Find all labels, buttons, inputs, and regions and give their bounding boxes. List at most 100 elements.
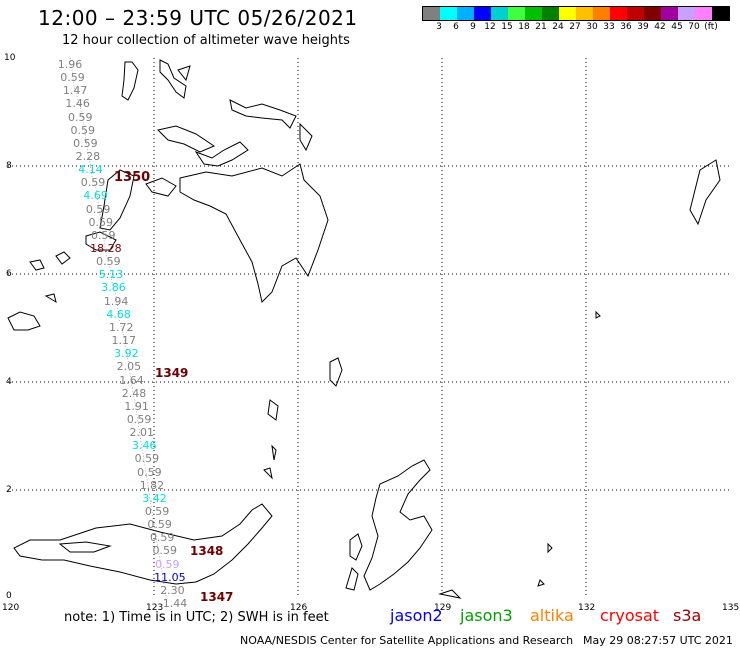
- legend-tick-label: 3: [436, 22, 442, 32]
- lon-label-123: 123: [146, 603, 164, 613]
- swh-value: 0.59: [96, 255, 121, 269]
- swh-value: 0.59: [134, 452, 160, 466]
- legend-swatch: [457, 7, 474, 20]
- swh-value: 4.14: [78, 163, 103, 177]
- lat-label-2: 2: [6, 485, 12, 495]
- legend-swatch: [423, 7, 440, 20]
- legend-tick-label: 21: [535, 22, 547, 32]
- lon-label-126: 126: [290, 603, 308, 613]
- swh-value: 1.82: [139, 478, 165, 492]
- swh-value: 2.05: [116, 360, 142, 374]
- legend-swatch: [678, 7, 695, 20]
- timestamp-text: May 29 08:27:57 UTC 2021: [583, 634, 733, 647]
- swh-value: 0.59: [155, 557, 180, 571]
- swh-value: 0.59: [73, 136, 98, 150]
- lon-label-135: 135: [722, 603, 740, 613]
- lat-label-4: 4: [6, 377, 12, 387]
- lon-label-132: 132: [578, 603, 596, 613]
- swh-value: 0.59: [85, 202, 111, 216]
- swh-value: 3.42: [142, 491, 167, 505]
- legend-s3a: s3a: [673, 606, 702, 625]
- swh-value: 0.59: [144, 504, 170, 518]
- legend-swatch: [695, 7, 712, 20]
- swh-value: 2.30: [160, 583, 185, 597]
- legend-swatch: [542, 7, 559, 20]
- legend-tick-label: 36: [620, 22, 632, 32]
- legend-tick-label: 24: [552, 22, 564, 32]
- legend-swatch: [559, 7, 576, 20]
- swh-value: 18.28: [90, 242, 122, 256]
- lat-label-8: 8: [6, 161, 12, 171]
- legend-tick-label: 12: [484, 22, 496, 32]
- swh-value: 0.59: [147, 518, 172, 532]
- swh-value: 0.59: [88, 215, 113, 229]
- page-subtitle: 12 hour collection of altimeter wave hei…: [62, 33, 350, 48]
- legend-altika: altika: [530, 606, 574, 625]
- pass-number-label: 1350: [114, 170, 151, 185]
- legend-tick-label: 15: [501, 22, 513, 32]
- swh-value: 2.28: [75, 150, 101, 164]
- pass-number-label: 1347: [200, 590, 234, 604]
- color-scale-labels: 3 6 9 12 15 18 21 24 27 30 33 36 39 42 45 70 (ft): [422, 22, 740, 34]
- legend-tick-label: 42: [654, 22, 666, 32]
- swh-value: 1.94: [103, 294, 129, 308]
- legend-tick-label: 39: [637, 22, 649, 32]
- lon-label-129: 129: [434, 603, 452, 613]
- lat-label-10: 10: [4, 53, 16, 63]
- legend-tick-label: 45: [671, 22, 683, 32]
- legend-swatch: [610, 7, 627, 20]
- swh-value: 1.17: [111, 334, 137, 348]
- swh-value: 1.46: [65, 97, 90, 111]
- legend-swatch: [508, 7, 525, 20]
- swh-value: 1.91: [124, 399, 149, 413]
- swh-value: 3.46: [132, 439, 157, 453]
- swh-value: 1.44: [162, 597, 188, 610]
- legend-tick-label: 27: [569, 22, 581, 32]
- legend-tick-label: 33: [603, 22, 615, 32]
- legend-jason3: jason3: [460, 606, 513, 625]
- swh-value: 1.64: [119, 373, 144, 387]
- swh-value: 11.05: [154, 570, 186, 584]
- swh-value: 0.59: [126, 412, 152, 426]
- swh-value: 0.59: [137, 465, 162, 479]
- legend-swatch: [440, 7, 457, 20]
- swh-value: 1.96: [57, 58, 83, 71]
- legend-tick-label: 6: [453, 22, 459, 32]
- lon-label-120: 120: [2, 603, 20, 613]
- swh-value: 5.13: [98, 268, 124, 282]
- legend-swatch: [576, 7, 593, 20]
- legend-swatch: [491, 7, 508, 20]
- swh-value: 0.59: [60, 71, 85, 85]
- pass-number-label: 1348: [190, 544, 224, 558]
- legend-tick-label: 70: [688, 22, 700, 32]
- swh-value: 4.69: [83, 189, 108, 203]
- legend-jason2: jason2: [390, 606, 443, 625]
- swh-value: 0.59: [149, 531, 175, 545]
- lat-label-6: 6: [6, 269, 12, 279]
- footer-note: note: 1) Time is in UTC; 2) SWH is in fe…: [64, 610, 329, 625]
- swh-value: 1.72: [108, 320, 134, 334]
- page-title: 12:00 – 23:59 UTC 05/26/2021: [38, 6, 358, 30]
- color-scale-legend: [422, 6, 730, 21]
- legend-tick-label: (ft): [704, 22, 718, 32]
- swh-value: 2.48: [121, 386, 147, 400]
- swh-value: 3.92: [114, 347, 139, 361]
- legend-swatch: [627, 7, 644, 20]
- coastlines: [7, 59, 721, 599]
- swh-value: 1.47: [62, 84, 88, 98]
- swh-value: 3.86: [101, 281, 126, 295]
- legend-swatch: [593, 7, 610, 20]
- swh-value: 0.59: [152, 544, 178, 558]
- legend-tick-label: 9: [470, 22, 476, 32]
- swh-value: 0.59: [67, 110, 93, 124]
- lat-label-0: 0: [6, 591, 12, 601]
- legend-tick-label: 18: [518, 22, 530, 32]
- legend-swatch: [712, 7, 729, 20]
- legend-tick-label: 30: [586, 22, 598, 32]
- legend-cryosat: cryosat: [600, 606, 660, 625]
- swh-value: 2.01: [129, 426, 154, 440]
- swh-value: 0.59: [70, 123, 96, 137]
- swh-value: 0.59: [91, 228, 116, 242]
- legend-swatch: [644, 7, 661, 20]
